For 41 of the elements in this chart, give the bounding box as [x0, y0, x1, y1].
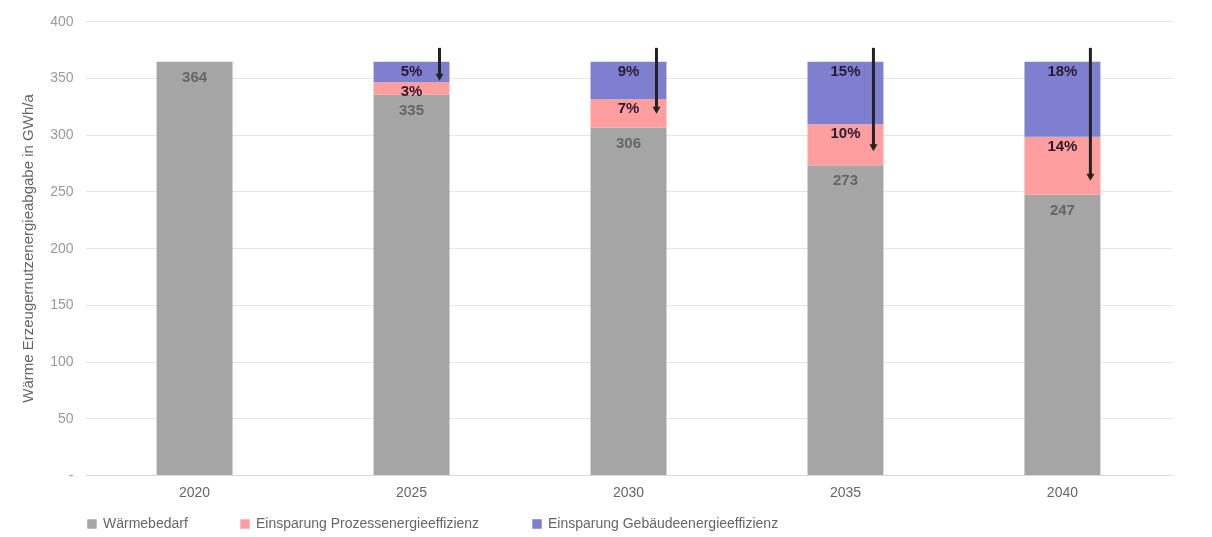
y-axis-title: Wärme Erzeugernutzenergieabgabe in GWh/a	[19, 93, 37, 403]
annotation: 15%	[830, 61, 861, 79]
annotation: 7%	[617, 99, 640, 117]
y-tick-label: 50	[57, 409, 74, 426]
bar	[807, 165, 884, 475]
x-tick-label: 2030	[612, 483, 645, 500]
bar	[156, 61, 233, 475]
bar	[1024, 136, 1101, 195]
bar	[807, 124, 884, 166]
y-tick-label: -	[68, 466, 74, 483]
data-label: 364	[182, 67, 208, 85]
y-tick-label: 100	[50, 353, 74, 369]
data-label: 335	[399, 100, 425, 118]
legend-label: Einsparung Prozessenergieeffizienz	[256, 515, 480, 531]
bar	[590, 99, 667, 128]
y-tick-label: 200	[50, 239, 74, 256]
y-tick-label: 300	[50, 126, 74, 142]
annotation: 3%	[400, 82, 423, 100]
y-tick-label: 250	[50, 182, 74, 199]
bar	[807, 61, 884, 125]
y-tick-label: 150	[50, 296, 74, 313]
x-tick-label: 2020	[178, 483, 211, 500]
bar	[1024, 61, 1101, 137]
x-tick-label: 2040	[1046, 483, 1079, 500]
y-tick-label: 400	[50, 12, 74, 29]
annotation: 10%	[830, 124, 861, 142]
legend-label: Wärmebedarf	[103, 515, 188, 531]
bar	[590, 127, 667, 475]
legend-label: Einsparung Gebäudeenergieeffizienz	[548, 515, 779, 531]
x-tick-label: 2035	[829, 483, 862, 500]
data-label: 247	[1049, 200, 1075, 218]
bar	[373, 94, 450, 475]
annotation: 9%	[617, 61, 640, 79]
bar	[1024, 194, 1101, 475]
data-label: 273	[832, 171, 858, 189]
annotation: 14%	[1047, 136, 1078, 154]
annotation: 5%	[400, 61, 423, 79]
y-tick-label: 350	[50, 69, 74, 86]
data-label: 306	[615, 133, 642, 151]
annotation: 18%	[1047, 61, 1078, 79]
x-tick-label: 2025	[395, 483, 428, 500]
